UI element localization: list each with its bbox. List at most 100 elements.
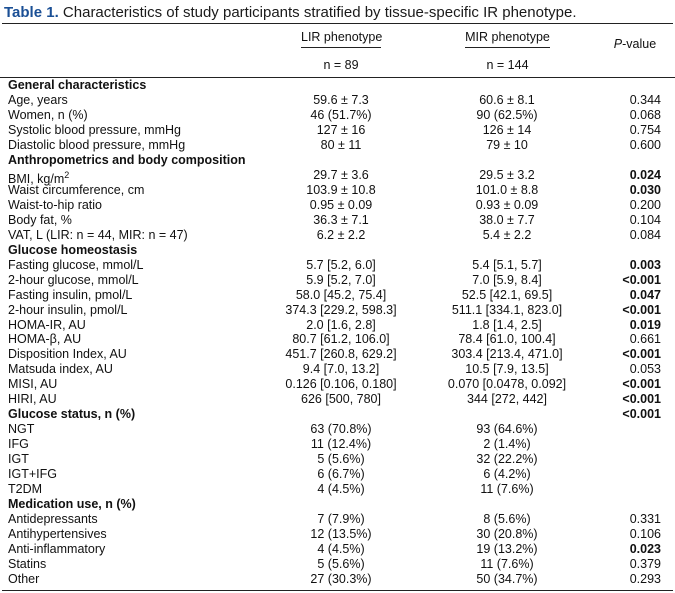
section-title: General characteristics — [8, 78, 147, 92]
table-row: Fasting glucose, mmol/L 5.7 [5.2, 6.0] 5.4… — [0, 258, 675, 273]
cell-mir: 93 (64.6%) — [476, 422, 538, 437]
cell-lir: 374.3 [229.2, 598.3] — [285, 302, 397, 317]
table-row: 2-hour glucose, mmol/L 5.9 [5.2, 7.0] 7.0 … — [0, 273, 675, 288]
row-label: VAT, L (LIR: n = 44, MIR: n = 47) — [8, 227, 188, 242]
cell-pvalue: 0.003 — [629, 257, 661, 272]
row-label: Systolic blood pressure, mmHg — [8, 122, 181, 137]
section-title: Glucose status, n (%) — [8, 407, 136, 422]
cell-mir: 79 ± 10 — [486, 137, 528, 152]
cell-lir: 7 (7.9%) — [317, 512, 365, 527]
cell-lir: 6.2 ± 2.2 — [316, 227, 366, 242]
cell-mir: 8 (5.6%) — [483, 512, 531, 527]
cell-mir: 52.5 [42.1, 69.5] — [461, 287, 553, 302]
cell-pvalue: <0.001 — [622, 407, 661, 422]
cell-pvalue: 0.293 — [629, 571, 661, 586]
cell-pvalue: 0.331 — [629, 512, 661, 527]
section-header-row: Anthropometrics and body composition — [0, 153, 675, 168]
cell-mir: 344 [272, 442] — [467, 392, 547, 407]
cell-lir: 29.7 ± 3.6 — [313, 167, 369, 182]
table-row: BMI, kg/m2 29.7 ± 3.6 29.5 ± 3.2 0.024 — [0, 167, 675, 186]
cell-mir: 0.93 ± 0.09 — [475, 197, 539, 212]
cell-mir: 7.0 [5.9, 8.4] — [472, 272, 542, 287]
cell-lir: 451.7 [260.8, 629.2] — [285, 347, 397, 362]
table-row: Statins 5 (5.6%) 11 (7.6%) 0.379 — [0, 557, 675, 572]
cell-lir: 4 (4.5%) — [317, 542, 365, 557]
header-n-mir: n = 144 — [486, 58, 529, 72]
cell-pvalue: 0.023 — [629, 542, 661, 557]
row-label: IGT — [8, 452, 29, 467]
cell-lir: 0.95 ± 0.09 — [309, 197, 373, 212]
row-label: Fasting glucose, mmol/L — [8, 257, 144, 272]
cell-lir: 80.7 [61.2, 106.0] — [292, 332, 390, 347]
table-label: Table 1. — [4, 4, 59, 21]
cell-lir: 5.7 [5.2, 6.0] — [306, 257, 376, 272]
table-row: Antidepressants 7 (7.9%) 8 (5.6%) 0.331 — [0, 512, 675, 527]
row-label: HOMA-β, AU — [8, 332, 82, 347]
cell-mir: 511.1 [334.1, 823.0] — [451, 302, 563, 317]
row-label: IGT+IFG — [8, 467, 57, 482]
table-row: IFG 11 (12.4%) 2 (1.4%) — [0, 437, 675, 452]
cell-pvalue: 0.084 — [629, 227, 661, 242]
table-row: HOMA-IR, AU 2.0 [1.6, 2.8] 1.8 [1.4, 2.5] 0… — [0, 318, 675, 333]
row-label: T2DM — [8, 482, 43, 497]
cell-pvalue: <0.001 — [622, 347, 661, 362]
section-header-row: General characteristics — [0, 77, 675, 93]
cell-mir: 60.6 ± 8.1 — [479, 92, 535, 107]
cell-lir: 59.6 ± 7.3 — [313, 92, 369, 107]
cell-mir: 101.0 ± 8.8 — [475, 182, 539, 197]
section-title: Anthropometrics and body composition — [8, 152, 246, 167]
cell-mir: 30 (20.8%) — [476, 527, 538, 542]
cell-mir: 38.0 ± 7.7 — [479, 212, 535, 227]
cell-pvalue: 0.661 — [629, 332, 661, 347]
cell-mir: 11 (7.6%) — [480, 482, 534, 497]
table-row: Matsuda index, AU 9.4 [7.0, 13.2] 10.5 [7.… — [0, 362, 675, 377]
cell-lir: 2.0 [1.6, 2.8] — [306, 317, 376, 332]
row-label: Age, years — [8, 92, 68, 107]
section-title: Medication use, n (%) — [8, 497, 136, 512]
table-row: IGT+IFG 6 (6.7%) 6 (4.2%) — [0, 467, 675, 482]
row-label: 2-hour glucose, mmol/L — [8, 272, 139, 287]
cell-mir: 50 (34.7%) — [476, 571, 538, 586]
cell-pvalue: <0.001 — [622, 392, 661, 407]
row-label-superscript: 2 — [64, 169, 70, 180]
table-row: Age, years 59.6 ± 7.3 60.6 ± 8.1 0.344 — [0, 93, 675, 108]
cell-pvalue: <0.001 — [622, 377, 661, 392]
cell-mir: 10.5 [7.9, 13.5] — [465, 362, 549, 377]
header-mir: MIR phenotype — [465, 30, 550, 44]
cell-pvalue: 0.024 — [629, 167, 661, 182]
table-row: HOMA-β, AU 80.7 [61.2, 106.0] 78.4 [61.0, … — [0, 332, 675, 347]
header-lir: LIR phenotype — [301, 30, 383, 44]
row-label: Statins — [8, 557, 47, 571]
table-row: Disposition Index, AU 451.7 [260.8, 629.2… — [0, 347, 675, 362]
cell-lir: 5 (5.6%) — [317, 452, 365, 467]
cell-mir: 126 ± 14 — [482, 122, 532, 137]
row-label: Other — [8, 571, 40, 586]
table-row: Anti-inflammatory 4 (4.5%) 19 (13.2%) 0.023 — [0, 542, 675, 557]
cell-lir: 4 (4.5%) — [317, 482, 365, 497]
cell-mir: 1.8 [1.4, 2.5] — [472, 317, 542, 332]
cell-pvalue: 0.053 — [629, 362, 661, 377]
cell-pvalue: 0.019 — [629, 317, 661, 332]
cell-lir: 103.9 ± 10.8 — [306, 182, 376, 197]
cell-pvalue: 0.379 — [629, 557, 661, 571]
cell-lir: 5.9 [5.2, 7.0] — [306, 272, 376, 287]
cell-pvalue: 0.030 — [629, 182, 661, 197]
cell-pvalue: 0.200 — [629, 197, 661, 212]
cell-lir: 12 (13.5%) — [310, 527, 372, 542]
cell-lir: 46 (51.7%) — [310, 107, 372, 122]
cell-pvalue: 0.104 — [629, 212, 661, 227]
table-row: Diastolic blood pressure, mmHg 80 ± 11 79 … — [0, 138, 675, 153]
table-row: NGT 63 (70.8%) 93 (64.6%) — [0, 422, 675, 437]
header-n-lir: n = 89 — [323, 58, 359, 72]
cell-lir: 27 (30.3%) — [310, 571, 372, 586]
cell-pvalue: 0.600 — [629, 137, 661, 152]
cell-pvalue: 0.344 — [629, 92, 661, 107]
table-row: Antihypertensives 12 (13.5%) 30 (20.8%) 0.1… — [0, 527, 675, 542]
header-pvalue-italic: P — [613, 37, 623, 51]
cell-lir: 6 (6.7%) — [317, 467, 365, 482]
header-rule-mir — [465, 47, 550, 48]
cell-mir: 6 (4.2%) — [483, 467, 531, 482]
cell-pvalue: <0.001 — [622, 302, 661, 317]
cell-mir: 11 (7.6%) — [480, 557, 534, 571]
